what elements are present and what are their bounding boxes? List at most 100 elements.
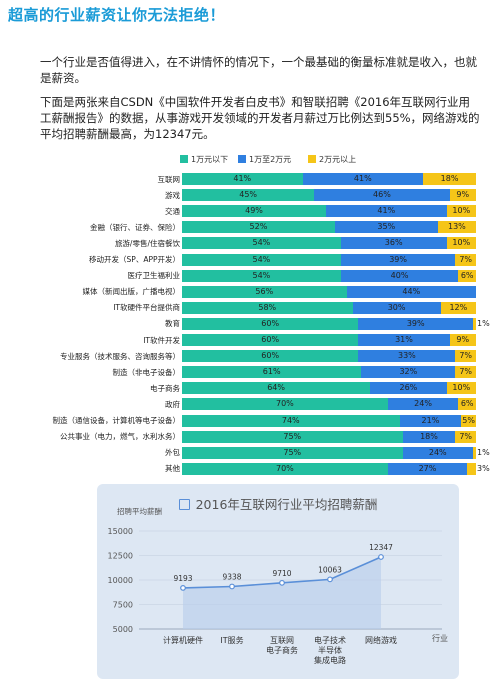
bar-segment — [461, 414, 476, 427]
row-label: 移动开发（SP、APP开发） — [89, 255, 180, 264]
bar-segment — [458, 398, 476, 411]
bar-segment — [449, 189, 476, 202]
legend-label: 1万至2万元 — [249, 155, 292, 164]
x-tick-label: 网络游戏 — [365, 635, 397, 645]
bar-segment — [334, 221, 438, 234]
bar-value-label: 44% — [402, 286, 421, 296]
bar-segment — [182, 366, 362, 379]
bar-segment — [340, 253, 456, 266]
y-axis-label: 招聘平均薪酬 — [117, 506, 162, 516]
bar-segment — [455, 350, 476, 363]
x-axis-label: 行业 — [432, 633, 448, 643]
bar-value-label: 74% — [281, 415, 300, 425]
bar-value-label: 75% — [283, 447, 302, 457]
bar-segment — [440, 301, 476, 314]
data-point — [180, 585, 186, 591]
legend-label: 1万元以下 — [191, 155, 229, 164]
bar-segment — [326, 205, 447, 218]
data-point — [279, 579, 285, 586]
row-label: 游戏 — [165, 190, 180, 200]
data-point — [378, 554, 384, 560]
bar-segment — [340, 237, 447, 250]
bar-value-label: 6% — [460, 399, 474, 409]
bar-value-label: 10% — [452, 238, 471, 248]
bar-value-label: 70% — [276, 399, 294, 409]
bar-chart-legend: 1万元以下 1万至2万元 2万元以上 — [0, 154, 500, 168]
legend-item: 1万元以下 — [180, 154, 228, 166]
bar-value-label: 41% — [377, 206, 396, 216]
bar-value-label: 3% — [477, 463, 490, 473]
bar-segment — [182, 317, 359, 330]
bar-value-label: 56% — [255, 286, 274, 296]
bar-value-label: 7% — [459, 254, 473, 264]
x-tick-label: 电子技术 — [314, 635, 346, 645]
bar-segment — [455, 366, 476, 379]
bar-value-label: 41% — [233, 174, 252, 183]
bar-segment — [455, 430, 476, 443]
bar-segment — [182, 398, 388, 411]
row-label: 制造（通信设备，计算机等电子设备） — [52, 416, 181, 425]
bar-value-label: 12% — [449, 302, 468, 312]
bar-segment — [182, 189, 315, 202]
bar-value-label: 30% — [387, 302, 406, 312]
bar-segment — [446, 382, 476, 395]
bar-segment — [387, 398, 459, 411]
line-chart-title: 2016年互联网行业平均招聘薪酬 — [97, 494, 459, 513]
row-label: 政府 — [165, 399, 180, 409]
y-tick-label: 5000 — [113, 625, 133, 634]
bar-value-label: 9% — [456, 190, 470, 200]
legend-swatch — [180, 155, 188, 163]
bar-segment — [437, 221, 476, 234]
source-paragraph: 下面是两张来自CSDN《中国软件开发者白皮书》和智联招聘《2016年互联网行业用… — [40, 95, 480, 141]
bar-segment — [402, 446, 474, 459]
row-label: 教育 — [165, 319, 180, 329]
row-label: 交通 — [165, 206, 180, 216]
data-label: 9338 — [222, 572, 241, 581]
bar-value-label: 9% — [456, 335, 470, 344]
calendar-icon — [178, 499, 190, 510]
bar-segment — [302, 173, 424, 185]
x-tick-label: IT服务 — [220, 635, 243, 645]
bar-value-label: 41% — [353, 174, 372, 183]
legend-item: 1万至2万元 — [238, 154, 291, 166]
bar-value-label: 7% — [459, 351, 473, 361]
bar-value-label: 60% — [261, 335, 280, 344]
legend-item: 2万元以上 — [308, 154, 356, 166]
bar-segment — [358, 334, 450, 346]
bar-segment — [467, 462, 476, 475]
bar-segment — [346, 285, 476, 298]
bar-value-label: 45% — [239, 190, 258, 200]
row-label: 其他 — [165, 464, 180, 474]
y-tick-label: 7500 — [113, 601, 133, 610]
row-label: IT软件开发 — [143, 335, 180, 345]
bar-value-label: 39% — [389, 254, 407, 264]
bar-segment — [182, 253, 341, 266]
bar-value-label: 54% — [252, 238, 271, 248]
bar-value-label: 46% — [373, 190, 391, 200]
bar-segment — [182, 301, 353, 314]
row-label: 公共事业（电力，燃气，水利水务） — [60, 432, 180, 442]
data-point — [229, 583, 235, 590]
bar-value-label: 21% — [421, 415, 440, 425]
row-label: 专业服务（技术服务、咨询服务等） — [60, 351, 180, 361]
bar-segment — [182, 221, 335, 234]
x-tick-label: 半导体 — [318, 645, 342, 655]
y-tick-label: 10000 — [108, 576, 133, 585]
bar-value-label: 70% — [276, 463, 294, 473]
bar-segment — [449, 334, 476, 346]
data-label: 12347 — [369, 543, 393, 552]
bar-value-label: 60% — [261, 318, 280, 328]
bar-segment — [458, 269, 476, 282]
bar-value-label: 13% — [447, 222, 466, 232]
bar-value-label: 10% — [452, 206, 471, 216]
bar-segment — [182, 205, 327, 218]
bar-value-label: 18% — [440, 174, 459, 183]
salary-stacked-bar-chart: 互联网 41% 41% 18% 游戏 45% 46% 9% 交通 49% 41% 10% 金融（银行、证… — [52, 173, 490, 475]
bar-segment — [446, 205, 476, 218]
bar-segment — [182, 334, 359, 346]
bar-segment — [182, 285, 347, 298]
bar-segment — [370, 382, 447, 395]
legend-swatch — [238, 155, 246, 163]
bar-segment — [446, 237, 476, 250]
bar-segment — [182, 462, 388, 475]
